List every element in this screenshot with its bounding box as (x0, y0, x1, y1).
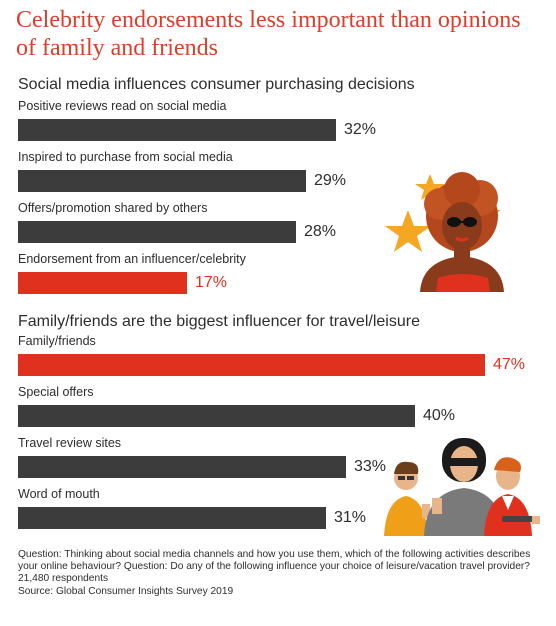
bar (18, 507, 326, 529)
footnote-respondents: 21,480 respondents (18, 573, 109, 585)
bar (18, 170, 306, 192)
category-label: Word of mouth (18, 487, 100, 501)
data-label: 29% (314, 172, 347, 189)
celebrity-with-stars-icon (385, 172, 504, 292)
bar (18, 272, 187, 294)
category-label: Special offers (18, 385, 94, 399)
category-label: Family/friends (18, 334, 96, 348)
footnote-source: Source: Global Consumer Insights Survey … (18, 585, 234, 597)
category-label: Endorsement from an influencer/celebrity (18, 252, 246, 266)
family-friends-group-icon (384, 438, 540, 536)
data-label: 31% (334, 509, 367, 526)
category-label: Offers/promotion shared by others (18, 201, 208, 215)
bar (18, 405, 415, 427)
data-label: 40% (423, 407, 456, 424)
category-label: Inspired to purchase from social media (18, 150, 233, 164)
chart-title: Celebrity endorsements less important th… (16, 7, 521, 61)
bar (18, 354, 485, 376)
bar (18, 456, 346, 478)
bar (18, 119, 336, 141)
chart-2-title: Family/friends are the biggest influence… (18, 313, 420, 330)
data-label: 28% (304, 223, 337, 240)
chart-1-title: Social media influences consumer purchas… (18, 76, 415, 93)
footnote-question: Question: Thinking about social media ch… (18, 549, 531, 573)
data-label: 33% (354, 458, 387, 475)
footnote: Question: Thinking about social media ch… (18, 549, 548, 598)
category-label: Travel review sites (18, 436, 122, 450)
bar (18, 221, 296, 243)
category-label: Positive reviews read on social media (18, 99, 227, 113)
data-label: 17% (195, 274, 228, 291)
data-label: 32% (344, 121, 377, 138)
data-label: 47% (493, 356, 526, 373)
